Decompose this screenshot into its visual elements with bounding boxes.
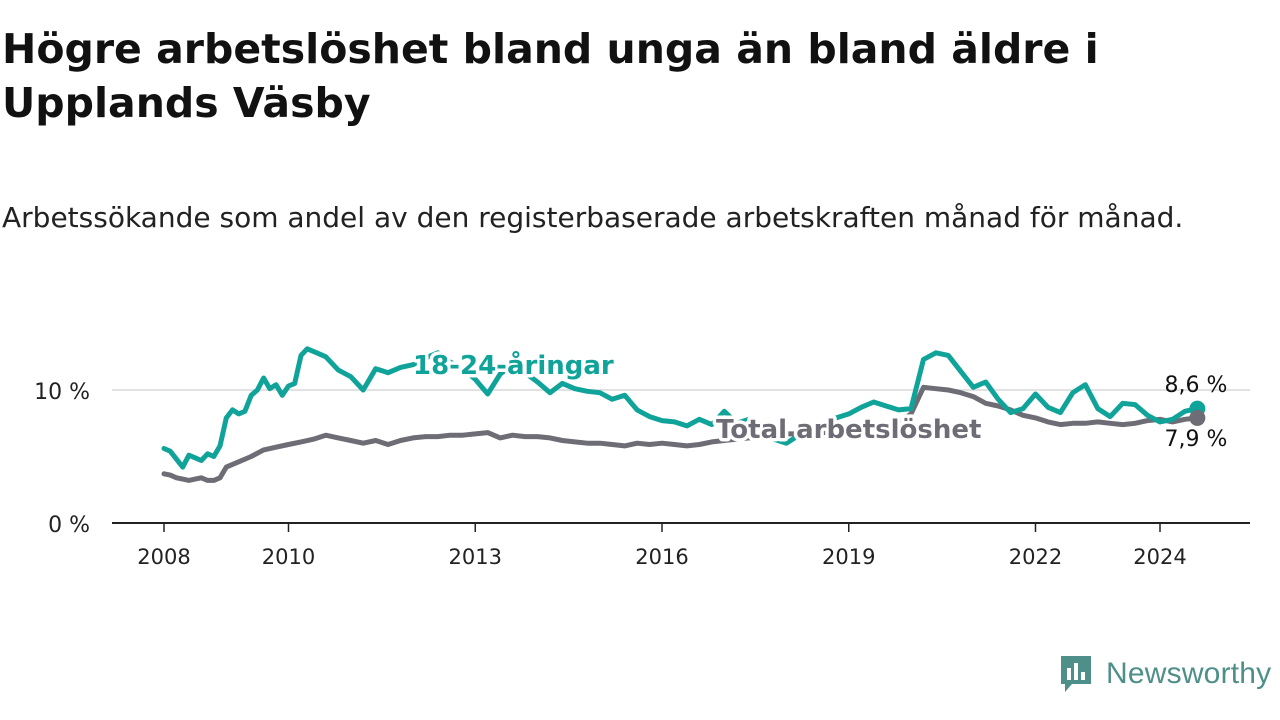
y-tick-label: 10 % [34, 380, 90, 405]
end-label-total: 7,9 % [1165, 427, 1228, 452]
end-label-youth: 8,6 % [1165, 373, 1228, 398]
bar-chart-badge-icon [1061, 656, 1091, 692]
end-point-total [1189, 409, 1206, 426]
series-label-total: Total arbetslöshet [716, 415, 981, 445]
x-tick-label: 2013 [449, 545, 502, 569]
x-tick-label: 2008 [137, 545, 190, 569]
x-tick-label: 2016 [635, 545, 688, 569]
series-line-youth [161, 346, 1200, 470]
label-layer: 18-24-åringar Total arbetslöshet 8,6 % 7,9 … [410, 346, 1228, 453]
newsworthy-logo: Newsworthy [1058, 652, 1271, 696]
x-tick-label: 2022 [1009, 545, 1062, 569]
axis-layer: 0 % 10 % 2008 2010 2013 2016 2019 2022 2024 [34, 380, 1250, 569]
x-tick-label: 2010 [262, 545, 315, 569]
brand-name: Newsworthy [1106, 657, 1272, 690]
y-tick-label: 0 % [48, 513, 90, 538]
page-title: Högre arbetslöshet bland unga än bland ä… [2, 25, 1099, 127]
x-tick-label: 2024 [1133, 545, 1186, 569]
x-tick-label: 2019 [822, 545, 875, 569]
series-layer [161, 346, 1206, 483]
chart-subtitle: Arbetssökande som andel av den registerb… [2, 201, 1184, 234]
series-label-youth: 18-24-åringar [413, 349, 614, 381]
